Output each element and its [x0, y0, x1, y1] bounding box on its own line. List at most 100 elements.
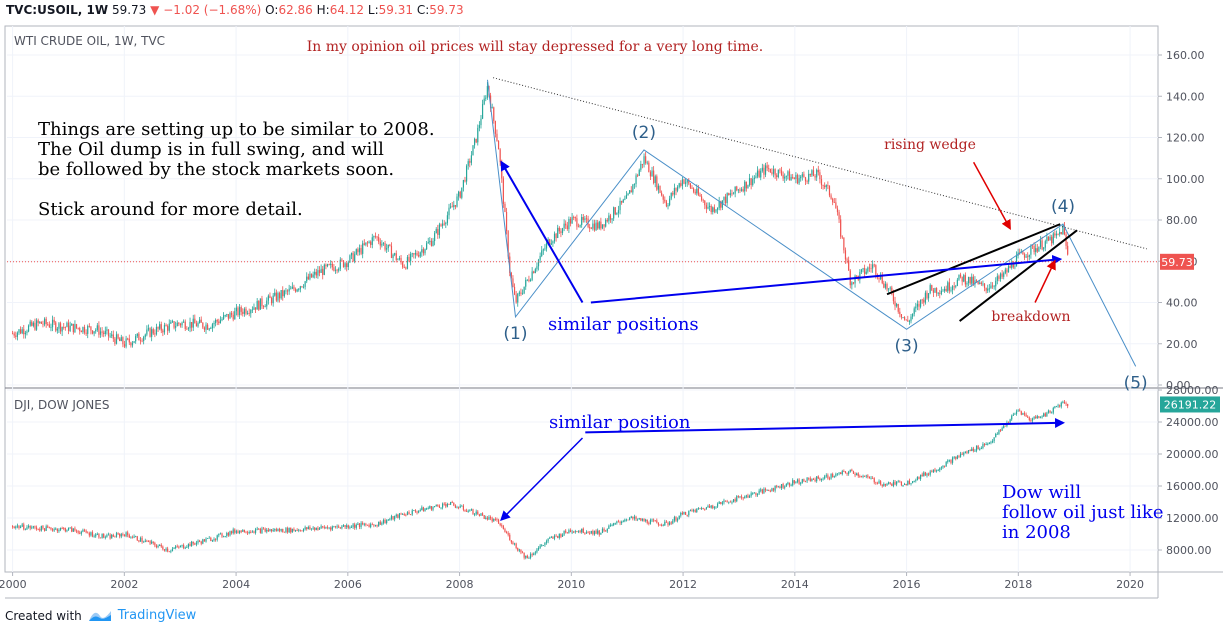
dji-candle-body: [552, 536, 554, 539]
dji-candle-body: [242, 529, 244, 532]
dji-candle-body: [426, 508, 428, 510]
dji-candle-body: [302, 528, 305, 532]
oil-candle-body: [513, 286, 516, 295]
dji-candle-body: [590, 531, 592, 534]
dji-candle-body: [905, 483, 907, 486]
symbol-name[interactable]: TVC:USOIL, 1W: [6, 3, 109, 17]
dji-candle-body: [913, 480, 915, 482]
oil-candle-body: [840, 219, 842, 237]
dji-candle-body: [317, 527, 319, 530]
oil-candle-body: [29, 321, 31, 326]
x-tick-label: 2006: [334, 578, 362, 591]
oil-candle-body: [581, 217, 583, 225]
dji-candle-body: [195, 542, 198, 545]
wedge-upper-line: [886, 223, 1061, 296]
dji-candle-body: [181, 545, 183, 546]
dji-candle-body: [422, 507, 425, 511]
dji-candle-body: [606, 528, 608, 532]
dji-candle-body: [680, 512, 682, 516]
oil-candle-body: [865, 271, 867, 274]
oil-candle-body: [67, 322, 70, 332]
dji-candle-body: [849, 469, 851, 472]
oil-candle-body: [689, 183, 691, 188]
dji-candle-body: [1038, 416, 1040, 419]
oil-candle-body: [389, 244, 391, 246]
dji-candle-body: [774, 485, 776, 491]
dji-candle-body: [398, 513, 401, 518]
oil-candle-body: [772, 169, 775, 174]
dji-candle-body: [395, 514, 397, 517]
dji-candle-body: [665, 521, 668, 523]
oil-candle-body: [456, 196, 458, 207]
dji-candle-body: [424, 508, 426, 511]
oil-candle-body: [878, 277, 880, 280]
dji-candle-body: [661, 524, 663, 526]
oil-candle-body: [192, 318, 194, 328]
oil-candle-body: [648, 162, 650, 173]
oil-candle-body: [697, 188, 699, 195]
dji-candle-body: [1020, 411, 1022, 415]
oil-candle-body: [141, 340, 143, 342]
dji-candle-body: [18, 525, 20, 528]
dji-candle-body: [1057, 405, 1059, 407]
dji-candle-body: [686, 514, 688, 516]
oil-candle-body: [681, 179, 684, 186]
oil-ytick-label: 100.00: [1166, 173, 1205, 186]
oil-candle-body: [152, 329, 154, 334]
oil-candle-body: [571, 217, 573, 224]
oil-candle-body: [812, 170, 815, 177]
dji-candle-body: [165, 548, 167, 551]
dji-candle-body: [88, 533, 90, 536]
dji-candle-body: [1033, 416, 1035, 419]
tradingview-link[interactable]: TradingView: [117, 608, 197, 623]
dji-candle-body: [699, 508, 701, 510]
oil-candle-body: [943, 288, 946, 291]
oil-candle-body: [843, 237, 845, 251]
oil-candle-body: [1004, 269, 1006, 274]
dji-candle-body: [465, 510, 468, 512]
dji-candle-body: [579, 530, 581, 533]
oil-candle-body: [897, 303, 899, 312]
dji-candle-body: [130, 537, 132, 539]
dji-candle-body: [822, 478, 824, 480]
symbol-header: TVC:USOIL, 1W 59.73 ▼ −1.02 (−1.68%) O:6…: [6, 3, 464, 17]
oil-candle-body: [354, 254, 356, 262]
oil-candle-body: [825, 185, 827, 188]
oil-candle-body: [750, 178, 752, 186]
oil-candle-body: [795, 174, 797, 180]
oil-candle-body: [304, 281, 306, 287]
dji-candle-body: [560, 533, 562, 537]
dji-candle-body: [499, 523, 501, 526]
oil-candle-body: [990, 285, 992, 289]
dji-candle-body: [497, 519, 500, 524]
oil-candle-body: [828, 185, 831, 196]
oil-candle-body: [71, 323, 73, 326]
oil-candle-body: [694, 191, 696, 194]
oil-candle-body: [686, 180, 688, 183]
dji-ytick-label: 16000.00: [1166, 480, 1219, 493]
oil-candle-body: [406, 257, 409, 269]
dji-candle-body: [504, 529, 506, 533]
dji-candle-body: [742, 497, 744, 499]
oil-candle-body: [804, 177, 807, 182]
oil-candle-body: [637, 175, 639, 177]
dji-candle-body: [621, 521, 623, 524]
oil-candle-body: [139, 340, 142, 342]
oil-candle-body: [731, 193, 733, 195]
oil-candle-body: [902, 317, 904, 318]
dji-candle-body: [539, 545, 541, 549]
oil-candle-body: [609, 215, 612, 220]
oil-candle-body: [747, 185, 749, 189]
dji-candle-body: [1059, 405, 1061, 407]
dji-candle-body: [793, 480, 795, 483]
oil-candle-body: [162, 330, 164, 333]
dji-candle-body: [47, 526, 49, 528]
oil-candle-body: [360, 248, 362, 254]
dji-candle-body: [19, 526, 22, 528]
oil-candle-body: [427, 242, 429, 244]
dji-candle-body: [643, 518, 645, 521]
oil-candle-body: [437, 229, 439, 235]
oil-ytick-label: 40.00: [1166, 297, 1198, 310]
dji-candle-body: [371, 524, 373, 526]
